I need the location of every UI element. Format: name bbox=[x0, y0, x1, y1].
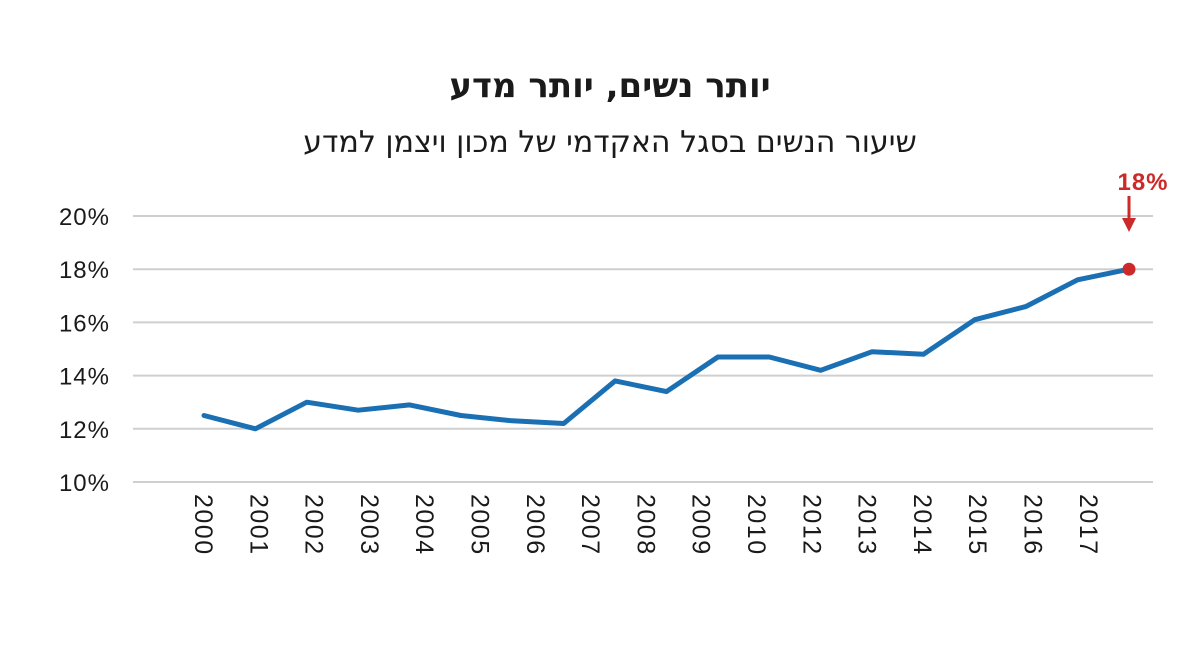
y-tick-label: 14% bbox=[59, 364, 110, 391]
x-tick-label: 2015 bbox=[963, 494, 991, 556]
y-tick-label: 18% bbox=[59, 257, 110, 284]
x-tick-label: 2013 bbox=[853, 494, 881, 556]
x-tick-label: 2012 bbox=[797, 494, 825, 556]
x-tick-label: 2004 bbox=[410, 494, 438, 556]
x-tick-label: 2016 bbox=[1019, 494, 1047, 556]
chart-title: יותר נשים, יותר מדע bbox=[449, 66, 771, 106]
x-tick-label: 2005 bbox=[466, 494, 494, 556]
x-tick-label: 2014 bbox=[908, 494, 936, 556]
annotation-label: 18% bbox=[1117, 169, 1168, 196]
x-tick-label: 2017 bbox=[1074, 494, 1102, 556]
x-tick-label: 2000 bbox=[189, 494, 217, 556]
y-tick-label: 20% bbox=[59, 204, 110, 231]
x-tick-label: 2003 bbox=[355, 494, 383, 556]
x-tick-label: 2009 bbox=[687, 494, 715, 556]
x-tick-label: 2007 bbox=[576, 494, 604, 556]
x-tick-label: 2001 bbox=[244, 494, 272, 556]
x-tick-label: 2002 bbox=[300, 494, 328, 556]
series-line bbox=[201, 266, 1132, 432]
annotation-arrow-head bbox=[1122, 218, 1136, 232]
highlight-point bbox=[1122, 262, 1136, 276]
y-tick-label: 16% bbox=[59, 310, 110, 337]
y-tick-label: 12% bbox=[59, 417, 110, 444]
y-tick-label: 10% bbox=[59, 470, 110, 497]
chart-subtitle: שיעור הנשים בסגל האקדמי של מכון ויצמן למ… bbox=[303, 125, 917, 160]
x-tick-label: 2010 bbox=[742, 494, 770, 556]
x-tick-label: 2006 bbox=[521, 494, 549, 556]
x-tick-label: 2008 bbox=[631, 494, 659, 556]
